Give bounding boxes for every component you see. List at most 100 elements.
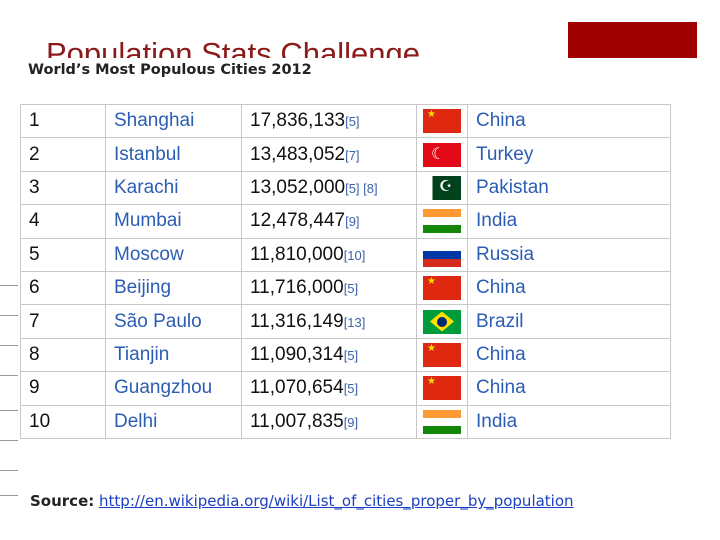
fragment-line: [0, 470, 18, 471]
population-cell: 12,478,447[9]: [241, 204, 417, 239]
population: 11,316,149: [250, 310, 344, 332]
reference: [9]: [343, 414, 359, 430]
city-cell: Beijing: [105, 270, 242, 306]
reference: [9]: [345, 214, 360, 230]
country-cell: Russia: [467, 237, 671, 272]
city-cell: Istanbul: [105, 137, 242, 172]
cities-table: 1Shanghai17,836,133[5]China2Istanbul13,4…: [20, 103, 671, 439]
flag-cell: [416, 371, 468, 406]
flag-icon: [423, 242, 461, 267]
flag-cell: [416, 270, 468, 306]
table-row: 5 Moscow 11,810,000[10] Russia: [20, 237, 671, 272]
rank-cell: 2: [20, 137, 106, 172]
reference: [5] [8]: [345, 180, 378, 196]
population-cell: 11,810,000[10]: [241, 237, 417, 272]
city-cell: Moscow: [105, 237, 242, 272]
flag-icon: [423, 109, 461, 134]
table-row: 10 Delhi 11,007,835[9] India: [20, 404, 671, 439]
country-cell: China: [467, 270, 671, 306]
country-cell: Pakistan: [467, 170, 671, 206]
rank-cell: 7: [20, 304, 106, 339]
flag-cell: [416, 204, 468, 239]
flag-cell: [416, 337, 468, 373]
flag-icon: [423, 209, 461, 234]
fragment-line: [0, 440, 18, 441]
fragment-line: [0, 410, 18, 411]
reference: [13]: [343, 314, 366, 330]
reference: [10]: [343, 247, 366, 263]
flag-cell: [416, 103, 468, 139]
country-cell: India: [467, 404, 671, 439]
city-cell: São Paulo: [105, 304, 242, 339]
flag-cell: [416, 304, 468, 339]
table-image: World’s Most Populous Cities 2012 1 Shang…: [20, 58, 680, 528]
population: 13,483,052: [250, 143, 346, 165]
flag-icon: [423, 342, 461, 367]
table-row: 7 São Paulo 11,316,149[13] Brazil: [20, 304, 671, 339]
population-cell: 13,052,000[5] [8]: [241, 170, 417, 206]
population: 11,070,654: [250, 377, 344, 399]
flag-icon: [423, 376, 461, 401]
population-cell: 13,483,052[7]: [241, 137, 417, 172]
country-cell: Turkey: [467, 137, 671, 172]
population-cell: 11,316,149[13]: [241, 304, 417, 339]
city-cell: Guangzhou: [105, 371, 242, 406]
source-link[interactable]: http://en.wikipedia.org/wiki/List_of_cit…: [99, 492, 574, 510]
reference: [5]: [343, 347, 359, 363]
population: 17,836,133: [250, 110, 346, 132]
rank-cell: 6: [20, 270, 106, 306]
population-cell: 11,007,835[9]: [241, 404, 417, 439]
rank-cell: 5: [20, 237, 106, 272]
population-cell: 11,716,000[5]: [241, 270, 417, 306]
country-cell: India: [467, 204, 671, 239]
reference: [5]: [345, 114, 360, 130]
city-cell: Mumbai: [105, 204, 242, 239]
fragment-line: [0, 495, 18, 496]
population-cell: 11,090,314[5]: [241, 337, 417, 373]
rank-cell: 9: [20, 371, 106, 406]
flag-cell: [416, 404, 468, 439]
rank-cell: 4: [20, 204, 106, 239]
flag-icon: [423, 142, 461, 167]
city-cell: Delhi: [105, 404, 242, 439]
population: 11,716,000: [250, 277, 344, 299]
population: 12,478,447: [250, 210, 346, 232]
country-cell: China: [467, 371, 671, 406]
population: 11,810,000: [250, 243, 344, 265]
rank-cell: 3: [20, 170, 106, 206]
fragment-line: [0, 315, 18, 316]
flag-icon: [423, 276, 461, 301]
flag-cell: [416, 137, 468, 172]
fragment-line: [0, 375, 18, 376]
flag-cell: [416, 170, 468, 206]
flag-cell: [416, 237, 468, 272]
population-cell: 11,070,654[5]: [241, 371, 417, 406]
table-row: 4 Mumbai 12,478,447[9] India: [20, 204, 671, 239]
population: 11,007,835: [250, 410, 344, 432]
population-cell: 17,836,133[5]: [241, 103, 417, 139]
reference: [7]: [345, 147, 360, 163]
source: Source: http://en.wikipedia.org/wiki/Lis…: [30, 492, 574, 510]
fragment-line: [0, 345, 18, 346]
reference: [5]: [343, 381, 359, 397]
city-cell: Shanghai: [105, 103, 242, 139]
accent-box: [568, 22, 697, 58]
population: 13,052,000: [250, 176, 346, 198]
population: 11,090,314: [250, 343, 344, 365]
flag-icon: [423, 409, 461, 434]
rank-cell: 8: [20, 337, 106, 373]
country-cell: Brazil: [467, 304, 671, 339]
flag-icon: [423, 175, 461, 200]
rank-cell: 1: [20, 103, 106, 139]
city-cell: Tianjin: [105, 337, 242, 373]
rank-cell: 10: [20, 404, 106, 439]
fragment-line: [0, 285, 18, 286]
flag-icon: [423, 309, 461, 334]
